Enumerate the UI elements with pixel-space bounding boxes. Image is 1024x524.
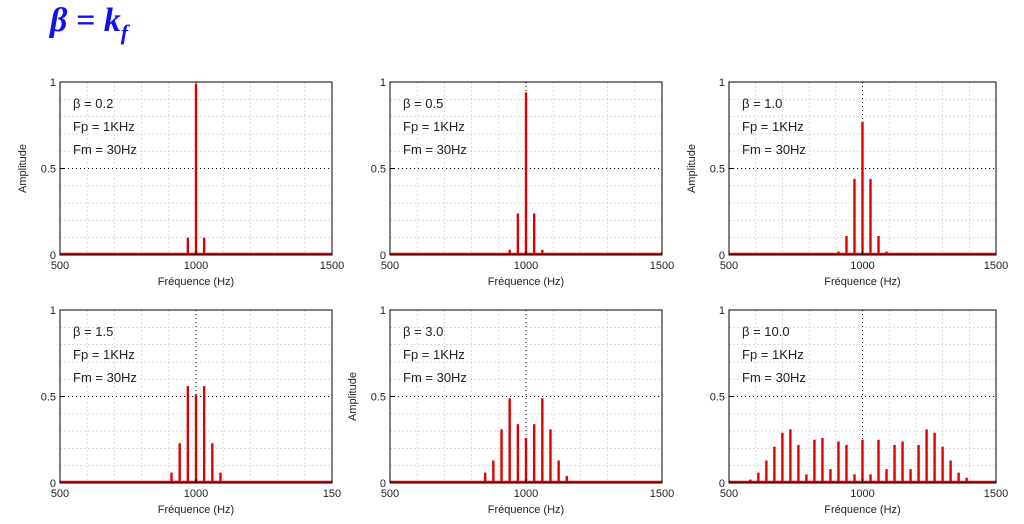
annotation-text: Fm = 30Hz <box>73 142 137 157</box>
x-tick-label: 1000 <box>184 260 208 272</box>
x-tick-label: 1000 <box>850 488 874 500</box>
x-tick-label: 500 <box>720 260 738 272</box>
y-tick-label: 1 <box>719 77 725 89</box>
y-tick-label: 0.5 <box>41 392 56 404</box>
x-tick-label: 1000 <box>184 488 208 500</box>
spectrum-chart-5: 500 1000 1500 0 0.5 1 Fréquence (Hz) Amplitude β… <box>347 305 674 516</box>
x-axis-label: Fréquence (Hz) <box>824 276 900 288</box>
x-tick-label: 500 <box>381 488 399 500</box>
y-axis-label: Amplitude <box>17 144 29 193</box>
grid <box>390 310 662 483</box>
annotation-text: β = 3.0 <box>403 324 443 339</box>
annotation-text: Fp = 1KHz <box>742 347 804 362</box>
x-tick-label: 150 <box>323 488 341 500</box>
y-tick-label: 0.5 <box>710 164 725 176</box>
x-tick-label: 1000 <box>514 260 538 272</box>
x-axis-label: Fréquence (Hz) <box>488 276 564 288</box>
x-tick-label: 1500 <box>650 260 674 272</box>
x-tick-label: 1500 <box>650 488 674 500</box>
x-tick-label: 500 <box>720 488 738 500</box>
annotation-text: Fp = 1KHz <box>403 347 465 362</box>
y-tick-label: 0 <box>719 250 725 262</box>
spectrum-chart-6: 500 1000 1500 0 0.5 1 Fréquence (Hz) β = 10.0 Fp… <box>710 305 1009 516</box>
y-tick-label: 0.5 <box>710 392 725 404</box>
annotation-text: β = 0.5 <box>403 96 443 111</box>
y-axis-label: Amplitude <box>686 144 698 193</box>
annotation-text: Fm = 30Hz <box>742 370 806 385</box>
y-tick-label: 0.5 <box>371 164 386 176</box>
spectrum-chart-3: 500 1000 1500 0 0.5 1 Fréquence (Hz) Amplitude β… <box>686 77 1008 288</box>
y-tick-label: 0 <box>719 478 725 490</box>
annotation-text: Fm = 30Hz <box>403 370 467 385</box>
y-tick-label: 0 <box>50 478 56 490</box>
annotation-text: Fp = 1KHz <box>742 119 804 134</box>
annotation-text: Fp = 1KHz <box>73 347 135 362</box>
formula-main: β = k <box>50 2 121 39</box>
x-axis-label: Fréquence (Hz) <box>824 504 900 516</box>
y-axis-label: Amplitude <box>347 372 359 421</box>
annotation-text: Fm = 30Hz <box>742 142 806 157</box>
x-tick-label: 500 <box>381 260 399 272</box>
y-tick-label: 1 <box>380 305 386 317</box>
x-tick-label: 1500 <box>320 260 344 272</box>
annotation-text: β = 0.2 <box>73 96 113 111</box>
y-tick-label: 0.5 <box>41 164 56 176</box>
x-tick-label: 500 <box>51 260 69 272</box>
annotation-text: β = 1.5 <box>73 324 113 339</box>
y-tick-label: 1 <box>50 77 56 89</box>
y-tick-label: 0 <box>50 250 56 262</box>
spectrum-chart-2: 500 1000 1500 0 0.5 1 Fréquence (Hz) β = 0.5 Fp … <box>371 77 675 288</box>
y-tick-label: 0.5 <box>371 392 386 404</box>
y-tick-label: 0 <box>380 250 386 262</box>
annotation-text: β = 10.0 <box>742 324 790 339</box>
annotation-text: Fm = 30Hz <box>73 370 137 385</box>
spectrum-chart-1: 500 1000 1500 0 0.5 1 Fréquence (Hz) Amplitude β… <box>17 77 344 288</box>
x-tick-label: 1000 <box>850 260 874 272</box>
x-axis-label: Fréquence (Hz) <box>158 504 234 516</box>
y-tick-label: 1 <box>719 305 725 317</box>
x-tick-label: 1000 <box>514 488 538 500</box>
annotation-text: Fp = 1KHz <box>73 119 135 134</box>
annotation-text: Fm = 30Hz <box>403 142 467 157</box>
y-tick-label: 0 <box>380 478 386 490</box>
x-tick-label: 1500 <box>984 260 1008 272</box>
formula-subscript: f <box>120 20 129 45</box>
y-tick-label: 1 <box>380 77 386 89</box>
x-tick-label: 1500 <box>984 488 1008 500</box>
annotation-text: β = 1.0 <box>742 96 782 111</box>
y-tick-label: 1 <box>50 305 56 317</box>
annotation-text: Fp = 1KHz <box>403 119 465 134</box>
x-tick-label: 500 <box>51 488 69 500</box>
x-axis-label: Fréquence (Hz) <box>488 504 564 516</box>
x-axis-label: Fréquence (Hz) <box>158 276 234 288</box>
formula-heading: β = kf <box>50 2 128 45</box>
